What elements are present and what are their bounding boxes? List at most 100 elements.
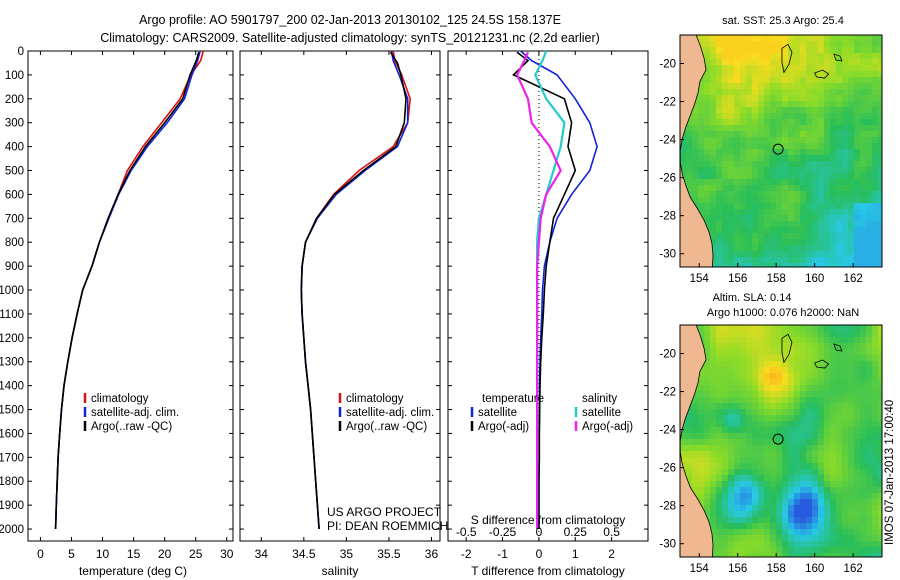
sla-map-cell [752, 553, 759, 558]
sst-map-cell [824, 125, 831, 132]
sst-map-ytick-label: -28 [659, 211, 676, 223]
sst-map-cell [788, 89, 795, 96]
sla-map-cell [692, 463, 699, 470]
sst-map-cell [800, 113, 807, 120]
sst-map-cell [806, 197, 813, 204]
sst-map-cell [842, 65, 849, 72]
sst-map-cell [734, 233, 741, 240]
sst-map-cell [818, 95, 825, 102]
sla-map-cell [842, 517, 849, 524]
sst-map-cell [860, 149, 867, 156]
sst-map-cell [722, 173, 729, 180]
sst-map-cell [734, 143, 741, 150]
sst-map-cell [740, 209, 747, 216]
sst-map-cell [770, 263, 777, 268]
sla-map-cell [860, 361, 867, 368]
sla-map-cell [698, 397, 705, 404]
sla-map-cell [776, 493, 783, 500]
sst-map-cell [764, 35, 771, 42]
sst-map-cell [866, 149, 873, 156]
sla-map-cell [740, 457, 747, 464]
sla-map-cell [836, 511, 843, 518]
sla-map-cell [752, 397, 759, 404]
sla-map-cell [830, 349, 837, 356]
sla-map-cell [818, 541, 825, 548]
sst-map-cell [800, 149, 807, 156]
sla-map-cell [692, 457, 699, 464]
sla-map-cell [722, 547, 729, 554]
sst-map-cell [722, 191, 729, 198]
sla-map-cell [824, 397, 831, 404]
sla-map-cell [794, 349, 801, 356]
sla-map-cell [734, 469, 741, 476]
sla-map-cell [812, 349, 819, 356]
sst-map-cell [782, 263, 789, 268]
sla-map-cell [770, 373, 777, 380]
sst-map-cell [686, 155, 693, 162]
sla-map-cell [854, 421, 861, 428]
sla-map-cell [824, 439, 831, 446]
sst-map-cell [716, 161, 723, 168]
sla-map-cell [764, 547, 771, 554]
sla-map-cell [872, 529, 879, 536]
sla-map-cell [728, 379, 735, 386]
sst-map-cell [848, 89, 855, 96]
sla-map-cell [794, 445, 801, 452]
sst-map-cell [734, 227, 741, 234]
sst-map-cell [818, 125, 825, 132]
sla-map-cell [854, 517, 861, 524]
sla-map-cell [758, 523, 765, 530]
sla-map-cell [878, 445, 883, 452]
sst-map-cell [752, 191, 759, 198]
sst-map-cell [752, 101, 759, 108]
depth-tick-label: 2000 [0, 524, 24, 536]
sla-map-cell [812, 403, 819, 410]
sst-map-cell [776, 161, 783, 168]
sst-map-cell [878, 191, 883, 198]
sla-map-cell [716, 445, 723, 452]
sla-map-cell [728, 481, 735, 488]
sla-map-cell [728, 511, 735, 518]
sla-map-cell [758, 499, 765, 506]
sst-map-cell [764, 113, 771, 120]
sst-map-cell [854, 119, 861, 126]
sla-map-cell [692, 439, 699, 446]
sla-map-cell [746, 529, 753, 536]
sst-map-cell [788, 233, 795, 240]
sst-map-cell [824, 245, 831, 252]
sla-map-cell [824, 469, 831, 476]
sla-map-cell [734, 463, 741, 470]
sst-map-cell [752, 47, 759, 54]
sla-map-cell [860, 379, 867, 386]
sla-map-cell [734, 481, 741, 488]
sst-map-cell [878, 101, 883, 108]
sla-map-cell [788, 457, 795, 464]
sst-map-cell [704, 89, 711, 96]
sla-map-cell [866, 385, 873, 392]
sst-map-cell [716, 107, 723, 114]
sla-map-cell [818, 409, 825, 416]
sst-map-cell [818, 215, 825, 222]
sst-map-cell [836, 125, 843, 132]
sla-map-cell [776, 457, 783, 464]
sla-map-cell [770, 529, 777, 536]
sla-map-cell [878, 541, 883, 548]
sst-map-cell [704, 53, 711, 60]
sst-map-cell [812, 257, 819, 264]
sst-map-cell [710, 203, 717, 210]
sla-map-cell [704, 361, 711, 368]
sst-map-cell [728, 119, 735, 126]
sla-map-cell [704, 409, 711, 416]
sla-map-cell [758, 439, 765, 446]
sla-map-cell [752, 373, 759, 380]
sst-map-cell [716, 125, 723, 132]
sst-map-cell [740, 245, 747, 252]
depth-tick-label: 500 [5, 166, 24, 178]
sst-map-cell [704, 107, 711, 114]
sla-map-cell [806, 361, 813, 368]
sst-map-cell [752, 215, 759, 222]
sst-map-cell [710, 185, 717, 192]
sla-map-cell [818, 445, 825, 452]
sla-map-cell [872, 325, 879, 332]
depth-tick-label: 1100 [0, 309, 24, 321]
